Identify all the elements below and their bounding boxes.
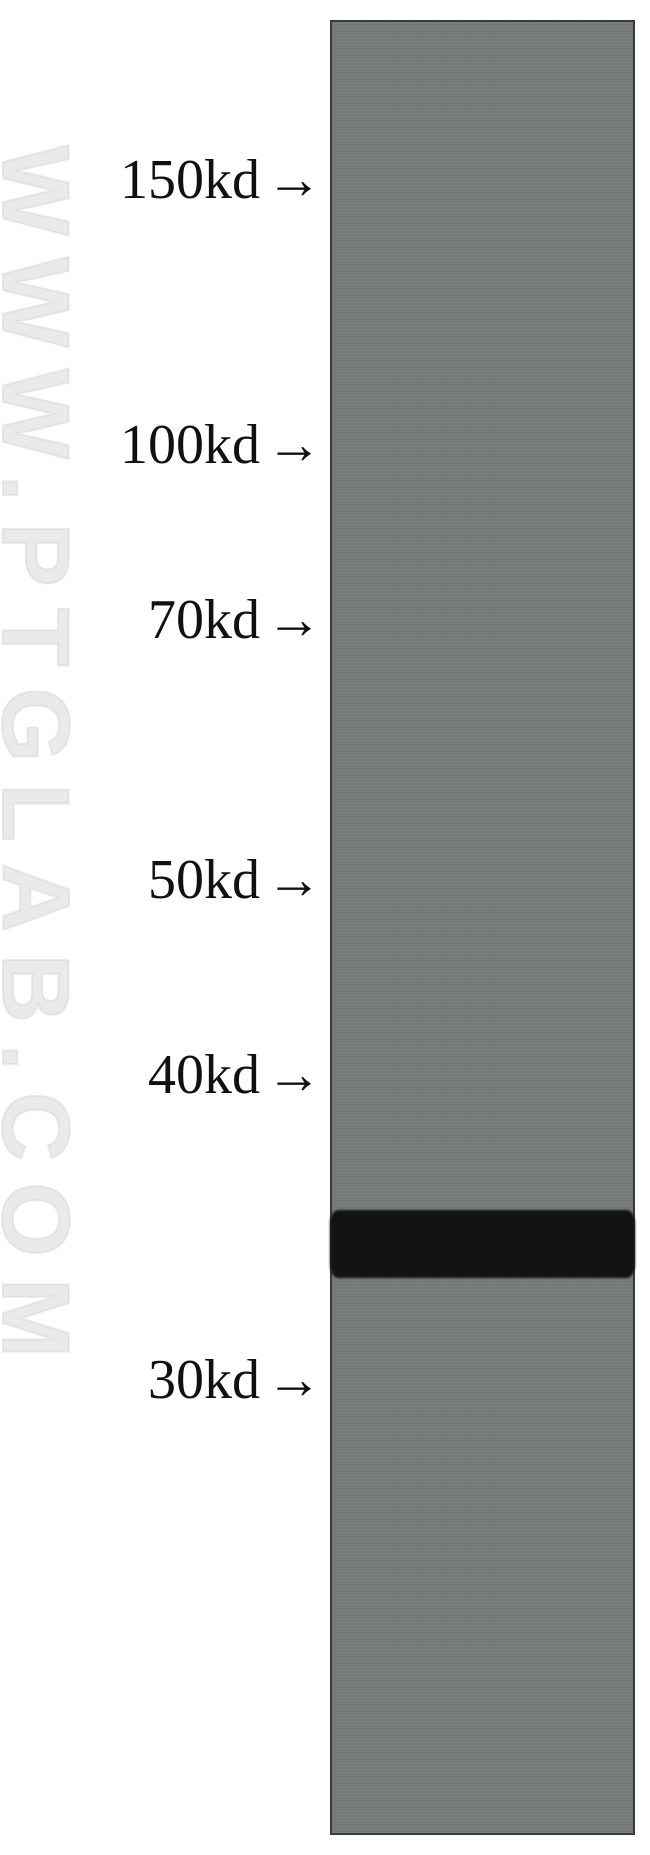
protein-band (330, 1210, 635, 1278)
marker-40kd: 40kd → (0, 1045, 330, 1105)
marker-100kd: 100kd → (0, 415, 330, 475)
arrow-right-icon: → (266, 1352, 322, 1408)
arrow-right-icon: → (266, 592, 322, 648)
arrow-right-icon: → (266, 417, 322, 473)
arrow-right-icon: → (266, 852, 322, 908)
marker-label: 50kd (0, 852, 260, 908)
blot-figure: 150kd → 100kd → 70kd → 50kd → 40kd → 30k… (0, 0, 650, 1855)
arrow-right-icon: → (266, 152, 322, 208)
marker-70kd: 70kd → (0, 590, 330, 650)
watermark-text: WWW.PTGLAB.COM (0, 145, 90, 1379)
marker-label: 70kd (0, 592, 260, 648)
marker-30kd: 30kd → (0, 1350, 330, 1410)
arrow-right-icon: → (266, 1047, 322, 1103)
marker-label: 150kd (0, 152, 260, 208)
marker-label: 100kd (0, 417, 260, 473)
marker-label: 30kd (0, 1352, 260, 1408)
gel-lane (330, 20, 635, 1835)
marker-label: 40kd (0, 1047, 260, 1103)
marker-50kd: 50kd → (0, 850, 330, 910)
marker-150kd: 150kd → (0, 150, 330, 210)
